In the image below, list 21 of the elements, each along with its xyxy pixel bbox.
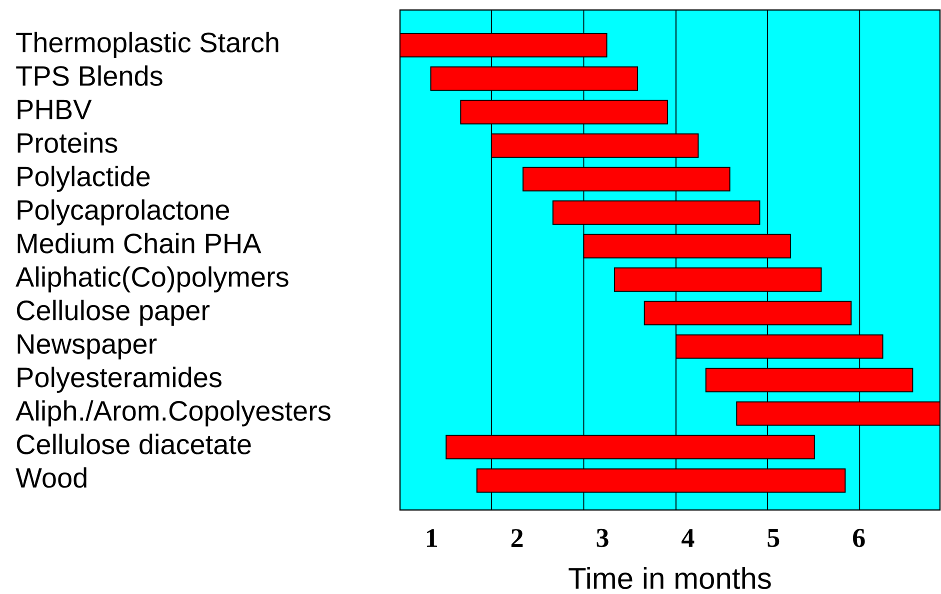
y-tick-label: Newspaper <box>18 334 157 360</box>
y-tick-label: Polycaprolactone <box>18 199 230 226</box>
y-tick-label: Proteins <box>18 132 118 153</box>
y-tick-label: PHBV <box>18 100 92 120</box>
y-tick-label: Polylactide <box>18 166 150 192</box>
y-tick-label: Wood <box>16 467 86 488</box>
x-tick-label: 2 <box>511 529 523 547</box>
x-tick-label: 4 <box>682 529 694 547</box>
x-tick-label: 5 <box>768 529 780 547</box>
y-tick-label: Aliph./Arom.Copolyesters <box>16 400 330 426</box>
x-tick-label: 1 <box>427 529 437 547</box>
y-tick-label: Cellulose diacetate <box>16 434 251 454</box>
y-tick-label: Cellulose paper <box>16 300 210 326</box>
y-tick-label: Medium Chain PHA <box>18 232 262 254</box>
y-tick-label: TPS Blends <box>16 65 162 86</box>
x-axis-title: Time in months <box>568 566 771 590</box>
y-tick-label: Thermoplastic Starch <box>16 32 278 58</box>
x-tick-label: 6 <box>853 528 865 548</box>
y-tick-label: Polyesteramides <box>18 366 222 393</box>
x-tick-label: 3 <box>596 528 608 548</box>
y-tick-label: Aliphatic(Co)polymers <box>16 266 288 292</box>
